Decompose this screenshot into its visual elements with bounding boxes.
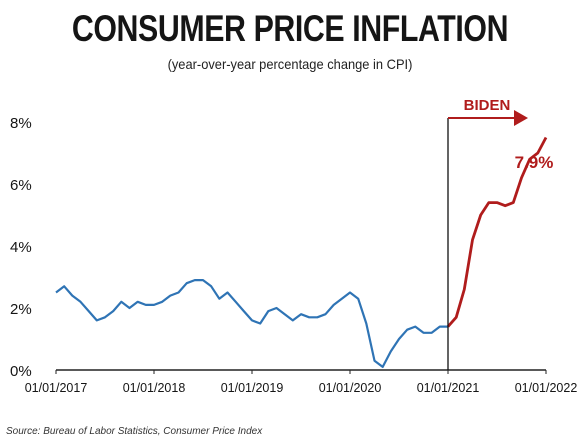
chart-title: CONSUMER PRICE INFLATION [71,8,509,49]
series-line-biden [446,136,548,328]
y-tick-label: 0% [10,363,32,380]
x-tick-label: 01/01/2022 [515,381,578,395]
y-tick-label: 4% [10,239,32,256]
x-tick-label: 01/01/2021 [417,381,480,395]
x-tick-label: 01/01/2018 [123,381,186,395]
series-line-pre-2021 [55,279,448,368]
y-tick-label: 6% [10,177,32,194]
y-tick-label: 8% [10,115,32,132]
y-tick-label: 2% [10,301,32,318]
biden-label: BIDEN [464,97,511,114]
x-tick-label: 01/01/2019 [221,381,284,395]
chart-subtitle: (year-over-year percentage change in CPI… [167,56,413,72]
x-tick-label: 01/01/2017 [25,381,88,395]
source-note: Source: Bureau of Labor Statistics, Cons… [6,426,263,437]
final-value-label: 7.9% [515,153,554,172]
x-tick-label: 01/01/2020 [319,381,382,395]
